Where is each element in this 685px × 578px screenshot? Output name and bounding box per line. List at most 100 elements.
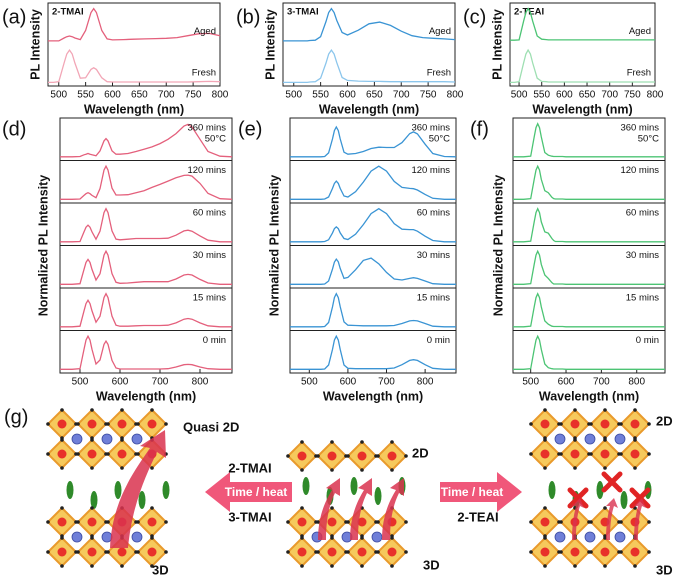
halide-atom (46, 452, 50, 456)
halide-atom (106, 550, 110, 554)
x-tick-label: 600 (558, 377, 575, 388)
halide-atom (316, 550, 320, 554)
arrow-label: Time / heat (441, 485, 503, 499)
halide-atom (90, 506, 94, 510)
halide-atom (633, 408, 637, 412)
x-tick-label: 600 (340, 377, 357, 388)
blocked-mark (567, 487, 589, 509)
spectrum-line (283, 48, 456, 84)
halide-atom (286, 520, 290, 524)
series-condition: 50°C (205, 134, 226, 145)
arrow (205, 472, 292, 512)
metal-atom (87, 449, 97, 459)
series-label: Aged (429, 26, 451, 37)
spacer-cation (302, 477, 310, 495)
halide-atom (619, 520, 623, 524)
series-label: 0 min (203, 335, 226, 346)
series-label: Fresh (192, 68, 216, 79)
halide-atom (543, 506, 547, 510)
spectrum-line (290, 292, 456, 328)
metal-atom (630, 419, 640, 429)
metal-atom (570, 449, 580, 459)
plot-frame (509, 2, 656, 87)
spectrum-line (60, 334, 232, 370)
metal-atom (117, 449, 127, 459)
halide-atom (330, 536, 334, 540)
x-tick-label: 800 (212, 90, 229, 101)
metal-atom (387, 451, 397, 461)
halide-atom (390, 468, 394, 472)
halide-atom (106, 422, 110, 426)
halide-atom (376, 454, 380, 458)
x-tick-label: 550 (77, 90, 94, 101)
halide-atom (330, 440, 334, 444)
series-label: 60 mins (626, 208, 660, 219)
metal-atom (297, 517, 307, 527)
spacer-cation (374, 487, 382, 505)
halide-atom (120, 408, 124, 412)
x-tick-label: 700 (593, 377, 610, 388)
halide-atom (60, 564, 64, 568)
halide-atom (633, 466, 637, 470)
cation (554, 531, 566, 543)
halide-atom (390, 440, 394, 444)
halide-atom (90, 536, 94, 540)
series-label: Aged (194, 26, 216, 37)
halide-atom (543, 438, 547, 442)
x-tick-label: 800 (417, 377, 434, 388)
panel-label: (e) (238, 118, 262, 140)
metal-atom (327, 547, 337, 557)
x-axis-label: Wavelength (nm) (539, 389, 639, 403)
spacer-cation (90, 491, 98, 509)
x-tick-label: 650 (579, 90, 596, 101)
x-axis-label: Wavelength (nm) (323, 389, 423, 403)
series-label: Fresh (627, 68, 651, 79)
panel-label: (g) (4, 406, 28, 428)
x-tick-label: 700 (393, 90, 410, 101)
x-tick-label: 600 (339, 90, 356, 101)
halide-atom (360, 536, 364, 540)
halide-atom (300, 536, 304, 540)
halide-atom (603, 408, 607, 412)
x-tick-label: 500 (522, 377, 539, 388)
panel-label: (b) (236, 6, 260, 28)
halide-atom (404, 550, 408, 554)
spectrum-line (513, 164, 665, 200)
halide-atom (559, 422, 563, 426)
halide-atom (330, 468, 334, 472)
panel-title: 3-TMAI (287, 7, 319, 18)
blocked-mark (629, 487, 651, 509)
arrow-label: 2-TEAI (457, 509, 498, 524)
halide-atom (300, 440, 304, 444)
halide-atom (46, 520, 50, 524)
halide-atom (164, 422, 168, 426)
migration-arrow (572, 498, 584, 540)
metal-atom (357, 451, 367, 461)
panel-title: 2-TEAI (514, 7, 544, 18)
cation (584, 531, 596, 543)
series-label: 360 mins (187, 123, 226, 134)
metal-atom (327, 451, 337, 461)
halide-atom (76, 520, 80, 524)
x-tick-label: 700 (378, 377, 395, 388)
spectrum-line (290, 165, 456, 200)
y-axis-label: PL Intensity (28, 9, 42, 80)
halide-atom (106, 452, 110, 456)
halide-atom (90, 564, 94, 568)
spacer-cation (138, 491, 146, 509)
spacer-cation (66, 481, 74, 499)
halide-atom (543, 564, 547, 568)
spectrum-line (513, 207, 665, 243)
spectrum-line (290, 257, 456, 285)
spectrum-line (60, 123, 233, 158)
spectrum-line (283, 7, 456, 42)
x-tick-label: 600 (556, 90, 573, 101)
spectrum-line (48, 7, 221, 42)
series-label: Aged (629, 26, 651, 37)
halide-atom (559, 520, 563, 524)
spectrum-line (513, 334, 665, 370)
halide-atom (573, 438, 577, 442)
metal-atom (297, 547, 307, 557)
halide-atom (633, 564, 637, 568)
